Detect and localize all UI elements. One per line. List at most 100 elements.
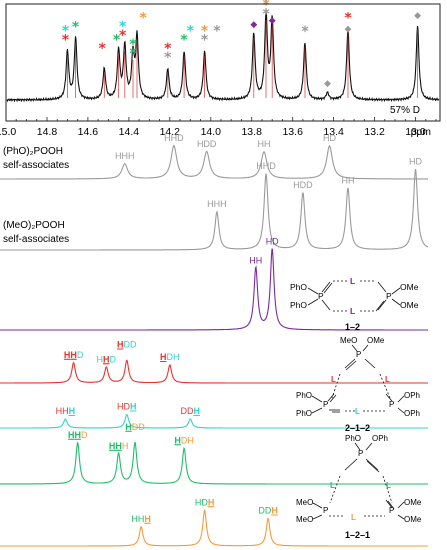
s121-pho: PhO xyxy=(345,434,361,443)
trace-c121b: HHH HDH DDH xyxy=(0,497,428,547)
diamond-marker: ◆ xyxy=(250,20,257,30)
trace-c121: HHD HHH HDD HDH xyxy=(0,422,428,485)
peak-label: HHD xyxy=(164,133,184,143)
asterisk-marker: * xyxy=(201,33,209,49)
diamond-marker: ◆ xyxy=(324,79,331,89)
s121-p-top: P xyxy=(358,449,363,458)
peak-label: HHD xyxy=(256,161,276,171)
asterisk-marker: * xyxy=(140,10,148,26)
meo-title: (MeO)₂POOH self-associates xyxy=(3,220,69,245)
peak-label: HH xyxy=(249,255,262,265)
s212-p-top: P xyxy=(356,350,361,359)
peak-label: HDD xyxy=(117,340,137,350)
axis-tick-label: 14.0 xyxy=(201,126,222,138)
peak-label: HHH xyxy=(115,151,135,161)
s12-link-top: L xyxy=(350,276,355,286)
s212-ome: OMe xyxy=(367,336,385,345)
experimental-trace-overlay xyxy=(67,20,418,98)
trace-line xyxy=(0,508,428,547)
diamond-marker: ◆ xyxy=(263,0,270,3)
axis-tick-label: 14.8 xyxy=(37,126,58,138)
trace-line xyxy=(0,413,428,429)
s212-p-left: P xyxy=(323,400,328,409)
trace-line xyxy=(0,359,428,384)
s212-pho-2: PhO xyxy=(296,409,312,418)
asterisk-marker: * xyxy=(213,24,221,40)
asterisk-marker: * xyxy=(129,46,137,62)
s121-p-left: P xyxy=(323,506,328,515)
axis-tick-label: 14.2 xyxy=(160,126,181,138)
asterisk-marker: * xyxy=(119,28,127,44)
peak-label: HDH xyxy=(117,402,137,412)
pho-title-line1: (PhO)₂POOH xyxy=(3,146,63,157)
s12-ome-top: OMe xyxy=(400,282,419,292)
s212-pho-1: PhO xyxy=(296,391,312,400)
s212-link-right: L xyxy=(385,375,390,384)
axis-tick-label: 15.0 xyxy=(0,126,16,138)
trace-line xyxy=(0,248,428,331)
s12-pho-bot: PhO xyxy=(290,300,307,310)
asterisk-marker: * xyxy=(129,37,137,53)
peak-label: HD xyxy=(409,156,422,166)
s121-link-mid: L xyxy=(351,513,356,522)
peak-label: HD xyxy=(323,133,336,143)
s212-oph-2: OPh xyxy=(404,409,420,418)
deuteration-note: 57% D xyxy=(390,105,420,116)
peak-label: HDH xyxy=(160,352,180,362)
peak-label: HHH xyxy=(56,406,76,416)
s121-p-right: P xyxy=(389,506,394,515)
asterisk-marker: * xyxy=(62,33,70,49)
meo-title-line1: (MeO)₂POOH xyxy=(3,220,65,231)
asterisk-marker: * xyxy=(344,11,352,27)
structure-2-1-2: MeO OMe P PhO PhO P P OPh OPh xyxy=(296,336,420,433)
s121-ome-2: OMe xyxy=(404,515,422,524)
s212-oph-1: OPh xyxy=(404,391,420,400)
experimental-spectrum: *****************◆**◆◆*◆◆*◆ 57% D 15.014… xyxy=(0,0,441,138)
s12-link-bot: L xyxy=(350,306,355,316)
pho-title: (PhO)₂POOH self-associates xyxy=(3,146,69,171)
s121-meo-1: MeO xyxy=(296,498,313,507)
peak-label: HH xyxy=(342,175,355,185)
peak-label: HDH xyxy=(195,497,215,507)
peak-label: DDH xyxy=(258,506,278,516)
axis-unit: ppm xyxy=(411,126,432,138)
asterisk-marker: * xyxy=(62,24,70,40)
s12-p-left: P xyxy=(318,291,324,301)
asterisk-marker: * xyxy=(187,24,195,40)
peak-label: HHD xyxy=(97,354,117,364)
trace-pho: HHH HHD HDD HH HD xyxy=(0,133,428,180)
asterisk-marker: * xyxy=(99,41,107,57)
s212-p-right: P xyxy=(389,400,394,409)
trace-line xyxy=(0,441,428,485)
asterisk-marker: * xyxy=(164,50,172,66)
s12-label: 1–2 xyxy=(345,322,360,332)
peak-label: HDD xyxy=(197,139,217,149)
axis-tick-label: 13.6 xyxy=(282,126,303,138)
s212-link-mid: L xyxy=(355,407,360,416)
s121-meo-2: MeO xyxy=(296,515,313,524)
axis-tick-label: 13.0 xyxy=(405,126,426,138)
trace-line xyxy=(0,144,428,180)
asterisk-marker: * xyxy=(201,24,209,40)
s12-ome-bot: OMe xyxy=(400,300,419,310)
axis-tick-label: 14.6 xyxy=(78,126,99,138)
s212-bonds xyxy=(311,344,405,414)
structure-1-2: PhO PhO P P OMe OMe L L 1–2 xyxy=(290,276,419,332)
axis-tick-label: 13.4 xyxy=(323,126,344,138)
asterisk-marker: * xyxy=(72,19,80,35)
meo-title-line2: self-associates xyxy=(3,234,69,245)
axis-tick-label: 13.8 xyxy=(241,126,262,138)
asterisk-marker: * xyxy=(180,33,188,49)
experimental-trace xyxy=(6,11,440,103)
diamond-marker: ◆ xyxy=(269,16,276,26)
s12-p-right: P xyxy=(386,291,392,301)
trace-c12: HH HD xyxy=(0,236,428,331)
diamond-marker: ◆ xyxy=(414,11,421,21)
axis-tick-label: 14.4 xyxy=(119,126,140,138)
peak-label: HD xyxy=(266,236,279,246)
s121-link-left: L xyxy=(330,481,335,490)
spectrum-frame xyxy=(5,3,441,122)
trace-c212b: HHH HDH DDH xyxy=(0,402,428,429)
